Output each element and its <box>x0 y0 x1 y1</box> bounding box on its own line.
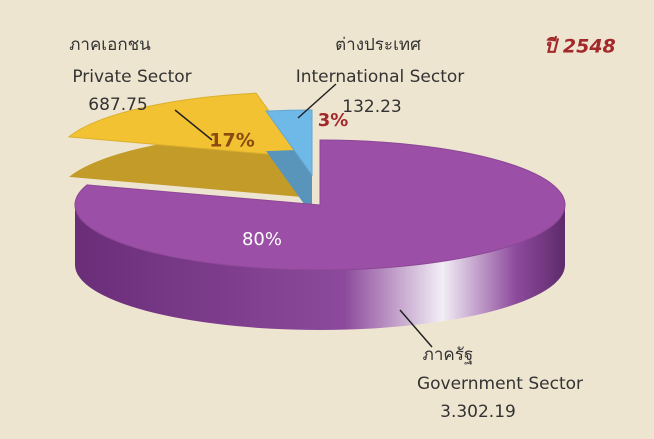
value-label: 80% <box>242 229 282 250</box>
slice <box>67 92 304 158</box>
amount-label: 132.23 <box>342 97 401 117</box>
category-label: ภาครัฐ <box>423 345 474 365</box>
value-label: 3% <box>318 110 349 131</box>
value-label: 17% <box>209 130 254 152</box>
slice-side <box>75 205 565 330</box>
leader-line <box>297 83 337 119</box>
amount-label: 3.302.19 <box>440 402 516 422</box>
leader-line <box>174 109 213 141</box>
leader-line <box>399 309 433 348</box>
category-label: ภาคเอกชน <box>69 35 151 55</box>
category-label-en: Government Sector <box>417 374 583 394</box>
chart-title: ปี 2548 <box>544 36 616 58</box>
slice <box>74 139 566 271</box>
category-label-en: Private Sector <box>72 67 191 87</box>
category-label-en: International Sector <box>296 67 465 87</box>
pie <box>67 92 566 330</box>
amount-label: 687.75 <box>88 95 147 115</box>
category-label: ต่างประเทศ <box>335 35 421 55</box>
slice-side <box>266 150 312 215</box>
slice <box>265 109 313 177</box>
